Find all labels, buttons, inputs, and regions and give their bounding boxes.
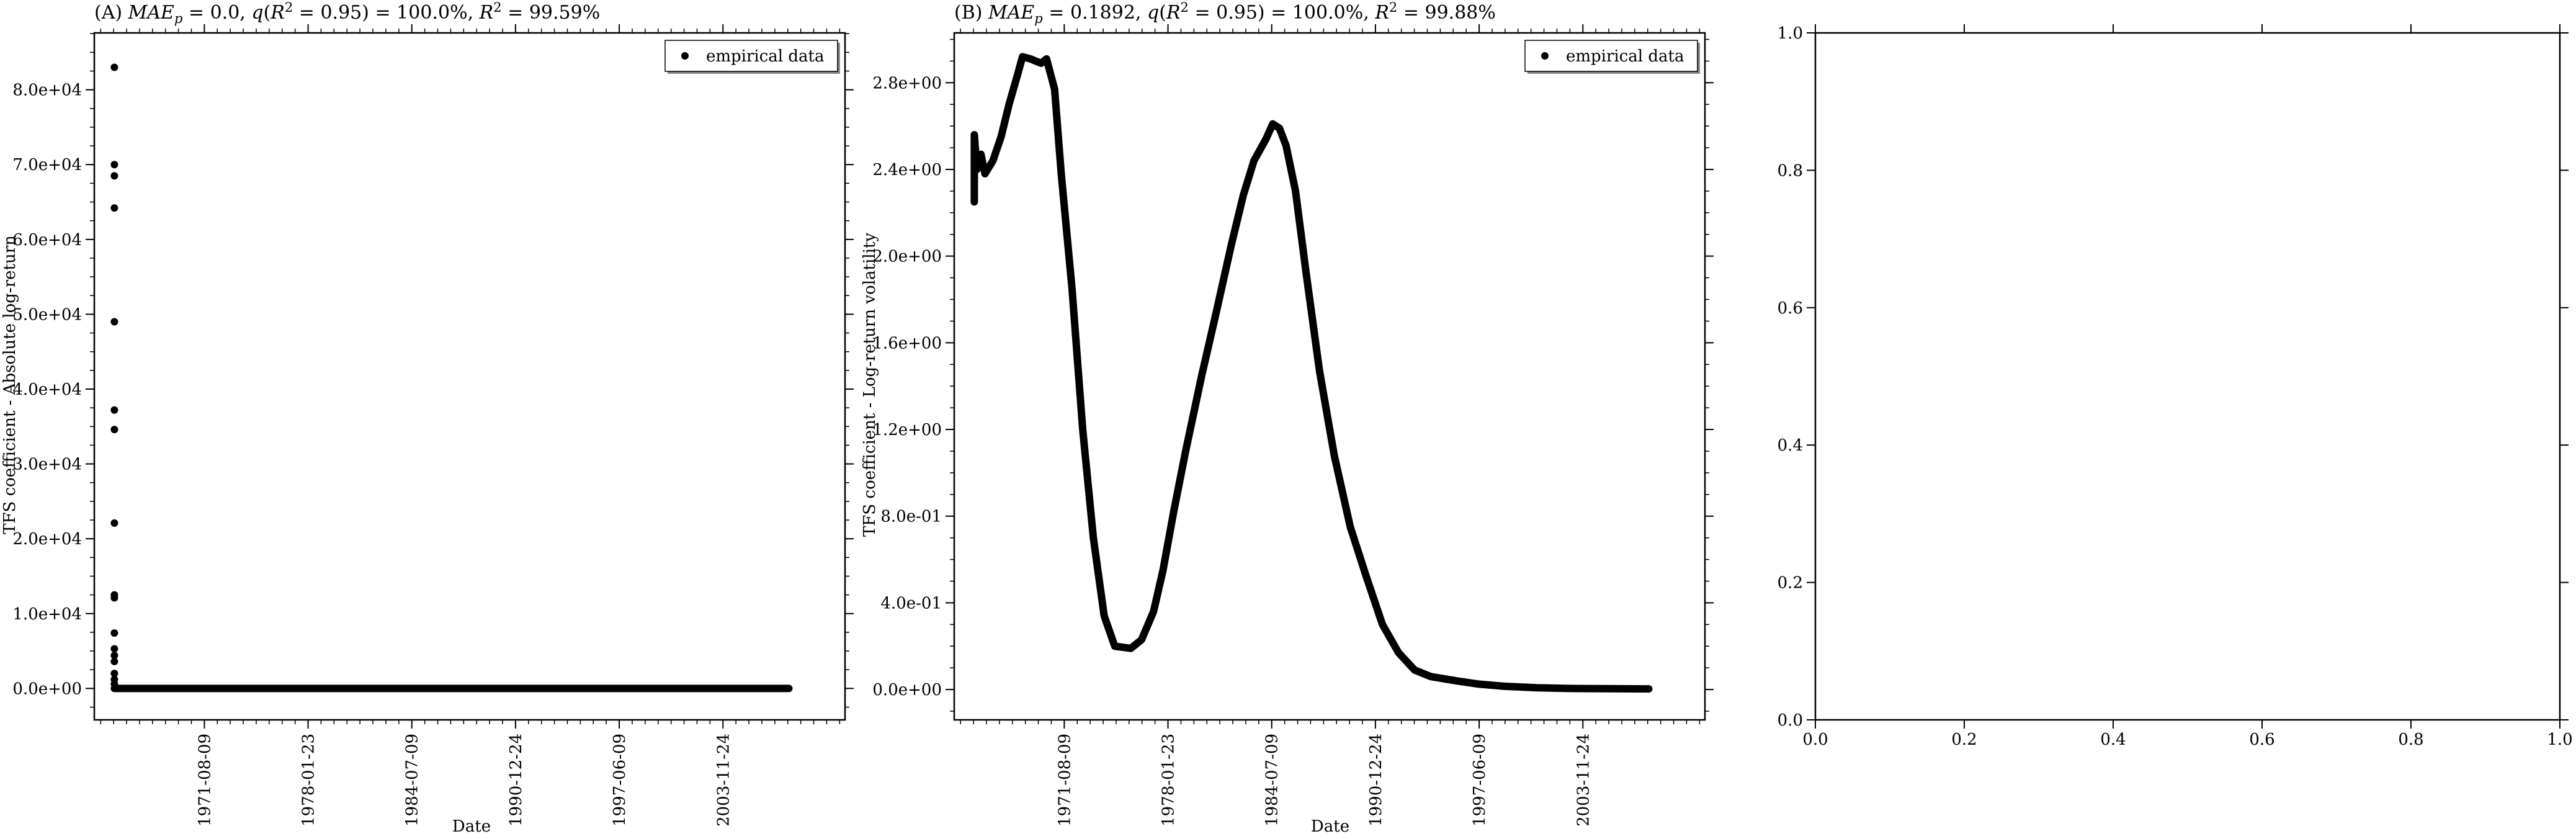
panel-a-data-point — [110, 426, 119, 434]
panel-b-ytick-label: 8.0e-01 — [880, 508, 942, 526]
panel-b-ytick-label: 1.6e+00 — [872, 334, 942, 352]
panel-c-ytick-label: 0.0 — [1778, 711, 1803, 730]
panel-b: (B) MAEp = 0.1892, q(R2 = 0.95) = 100.0%… — [861, 0, 1714, 836]
panel-a-title: (A) MAEp = 0.0, q(R2 = 0.95) = 100.0%, R… — [94, 0, 600, 26]
panel-b-xlabel: Date — [1311, 817, 1349, 836]
panel-b-ylabel: TFS coefficient - Log-return volatility — [861, 233, 879, 537]
panel-a-xtick-label: 1978-01-23 — [300, 734, 318, 827]
panel-a-ytick-label: 6.0e+04 — [12, 231, 82, 249]
panel-a-axes-frame — [93, 32, 846, 721]
panel-a-ytick-label: 7.0e+04 — [12, 156, 82, 174]
panel-a-xtick-label: 1984-07-09 — [403, 734, 422, 827]
panel-c-ytick-label: 0.6 — [1778, 299, 1803, 318]
panel-a-data-point — [110, 406, 119, 414]
panel-a-ytick-label: 8.0e+04 — [12, 81, 82, 100]
panel-b-ytick-label: 2.0e+00 — [872, 248, 942, 266]
panel-c-xtick-label: 1.0 — [2547, 730, 2572, 749]
panel-c-xtick-label: 0.4 — [2100, 730, 2126, 749]
panel-b-xtick-label: 1971-08-09 — [1055, 734, 1074, 827]
panel-c-ytick-label: 0.2 — [1778, 574, 1803, 593]
panel-a-legend-label: empirical data — [706, 47, 824, 66]
panel-b-ytick-label: 2.8e+00 — [872, 74, 942, 92]
panel-a-data-point — [110, 657, 119, 665]
panel-c-ytick-label: 0.8 — [1778, 161, 1803, 180]
panel-b-ytick-label: 2.4e+00 — [872, 161, 942, 179]
panel-b-xtick-label: 1978-01-23 — [1160, 734, 1178, 827]
panel-a-data-point — [110, 172, 119, 180]
panel-a-ytick-label: 5.0e+04 — [12, 305, 82, 324]
panel-b-data-curve — [970, 53, 1653, 693]
panel-c-plot: 0.0 0.2 0.4 0.6 0.8 1.0 0.0 0.2 0.4 0.6 0.8 1.0 — [1778, 24, 2573, 749]
panel-b-legend-label: empirical data — [1566, 47, 1684, 66]
panel-a-ytick-label: 3.0e+04 — [12, 455, 82, 474]
panel-a-ylabel: TFS coefficient - Absolute log-return — [1, 235, 19, 534]
panel-b-xtick-label: 1990-12-24 — [1367, 734, 1385, 827]
panel-c-xtick-label: 0.6 — [2249, 730, 2274, 749]
panel-a-data-point — [110, 519, 119, 527]
panel-a-data-point — [110, 670, 119, 678]
panel-a-data-point — [110, 629, 119, 637]
panel-a-plot: 1971-08-09 1978-01-23 1984-07-09 1990-12-24… — [12, 24, 854, 827]
panel-c-ytick-label: 1.0 — [1778, 24, 1803, 43]
panel-a-data-point — [110, 161, 119, 169]
panel-c: 0.0 0.2 0.4 0.6 0.8 1.0 0.0 0.2 0.4 0.6 0.8 1.0 — [1778, 24, 2573, 749]
panel-a: (A) MAEp = 0.0, q(R2 = 0.95) = 100.0%, R… — [1, 0, 854, 836]
panel-a-xlabel: Date — [452, 817, 491, 836]
panel-b-xtick-label: 2003-11-24 — [1574, 734, 1593, 827]
panel-a-ytick-label: 1.0e+04 — [12, 605, 82, 624]
panel-c-xtick-label: 0.8 — [2398, 730, 2423, 749]
panel-a-ytick-label: 2.0e+04 — [12, 530, 82, 549]
panel-b-ytick-label: 1.2e+00 — [872, 421, 942, 439]
panel-a-data-point — [110, 645, 119, 653]
panel-a-data-point — [110, 594, 119, 602]
panel-b-ytick-label: 4.0e-01 — [880, 594, 942, 612]
panel-a-legend-marker — [681, 52, 689, 60]
panel-b-xtick-label: 1997-06-09 — [1470, 734, 1489, 827]
panel-a-ytick-label: 0.0e+00 — [12, 680, 82, 698]
panel-b-title: (B) MAEp = 0.1892, q(R2 = 0.95) = 100.0%… — [954, 0, 1496, 26]
panel-a-legend-box — [664, 40, 838, 72]
panel-a-ytick-label: 4.0e+04 — [12, 380, 82, 399]
panel-b-legend-box — [1524, 40, 1698, 72]
panel-a-data-point — [110, 63, 119, 71]
panel-b-xtick-label: 1984-07-09 — [1263, 734, 1282, 827]
panel-c-xtick-label: 0.2 — [1951, 730, 1977, 749]
panel-a-xtick-label: 1990-12-24 — [507, 734, 525, 827]
panel-c-ytick-label: 0.4 — [1778, 436, 1803, 455]
panel-c-xtick-label: 0.0 — [1802, 730, 1828, 749]
panel-a-xtick-label: 1997-06-09 — [610, 734, 629, 827]
panel-a-xtick-label: 1971-08-09 — [195, 734, 214, 827]
panel-b-plot: 1971-08-09 1978-01-23 1984-07-09 1990-12-24… — [872, 24, 1714, 827]
panel-a-data-point — [110, 318, 119, 326]
panel-b-legend-marker — [1541, 52, 1549, 60]
panel-a-data-point — [110, 652, 119, 660]
panel-a-xtick-label: 2003-11-24 — [714, 734, 733, 827]
panel-c-axes-frame — [1814, 32, 2561, 721]
panel-a-data-point — [110, 204, 119, 212]
panel-b-ytick-label: 0.0e+00 — [872, 681, 942, 699]
panel-b-axes-frame — [953, 32, 1706, 721]
